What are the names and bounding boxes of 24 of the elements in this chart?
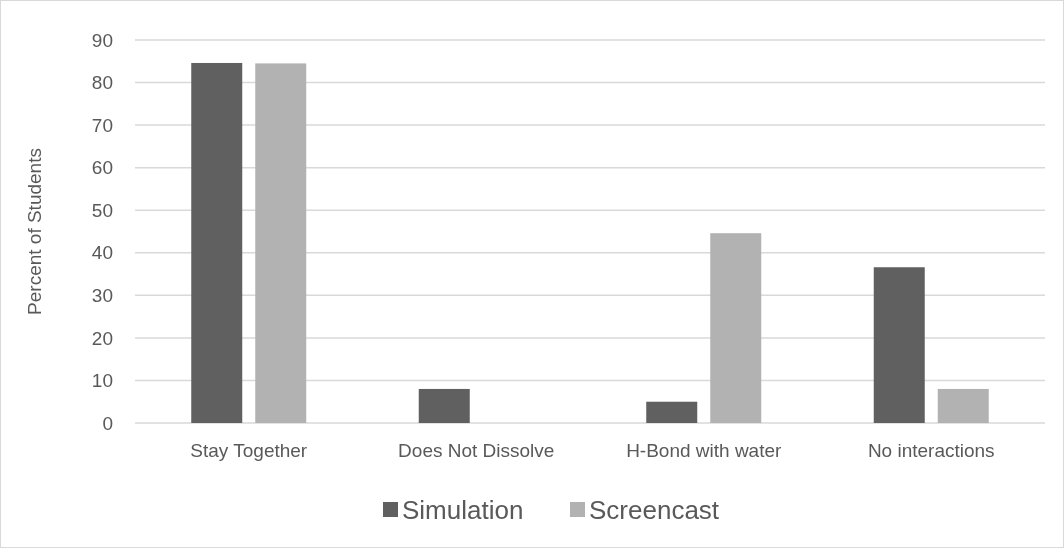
y-tick-label: 40 [91,242,113,264]
bar [646,401,698,423]
bar [255,63,307,423]
y-tick-label: 90 [91,29,113,51]
bar [710,233,762,423]
y-tick-label: 10 [91,370,113,392]
legend-label: Screencast [589,495,720,526]
x-tick-label: H-Bond with water [626,440,783,461]
y-tick-label: 60 [91,157,113,179]
y-tick-label: 30 [91,284,113,306]
bar [191,62,243,423]
x-tick-label: No interactions [867,440,995,461]
y-tick-label: 80 [91,72,113,94]
y-axis-title: Percent of Students [24,148,45,315]
y-tick-label: 70 [91,114,113,136]
y-tick-label: 0 [102,412,113,434]
legend-label: Simulation [402,495,524,526]
y-tick-label: 20 [91,327,113,349]
y-tick-label: 50 [91,199,113,221]
x-tick-label: Stay Together [190,440,308,461]
bar [873,267,925,423]
x-tick-label: Does Not Dissolve [398,440,555,461]
bar [418,388,470,423]
bar [937,388,989,423]
